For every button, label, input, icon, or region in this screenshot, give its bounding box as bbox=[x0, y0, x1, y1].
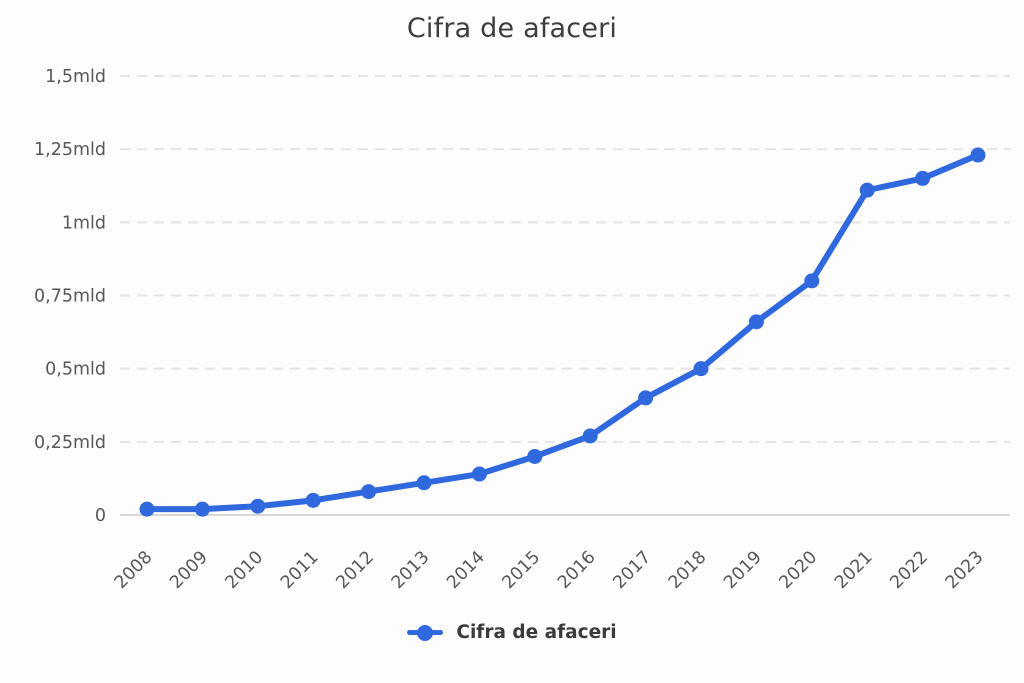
y-tick-label: 1mld bbox=[62, 213, 106, 233]
x-tick-label: 2013 bbox=[388, 547, 434, 593]
data-point[interactable] bbox=[471, 466, 487, 482]
y-tick-label: 0 bbox=[95, 506, 106, 526]
x-tick-label: 2018 bbox=[665, 547, 711, 593]
legend-label: Cifra de afaceri bbox=[456, 622, 617, 643]
x-tick-label: 2008 bbox=[111, 547, 157, 593]
y-tick-label: 1,5mld bbox=[45, 67, 106, 87]
x-tick-label: 2017 bbox=[609, 547, 655, 593]
x-tick-label: 2023 bbox=[942, 547, 988, 593]
x-tick-label: 2012 bbox=[332, 547, 378, 593]
data-point[interactable] bbox=[361, 484, 377, 500]
y-tick-label: 0,25mld bbox=[34, 433, 106, 453]
data-point[interactable] bbox=[250, 498, 266, 514]
data-point[interactable] bbox=[139, 501, 155, 517]
data-point[interactable] bbox=[859, 182, 875, 198]
y-tick-label: 0,75mld bbox=[34, 287, 106, 307]
data-point[interactable] bbox=[748, 314, 764, 330]
data-point[interactable] bbox=[416, 475, 432, 491]
x-tick-label: 2014 bbox=[443, 547, 489, 593]
data-point[interactable] bbox=[970, 147, 986, 163]
chart-legend[interactable]: Cifra de afaceri bbox=[0, 622, 1024, 643]
series-line bbox=[144, 152, 981, 513]
x-tick-label: 2019 bbox=[720, 547, 766, 593]
x-tick-label: 2011 bbox=[277, 547, 323, 593]
data-point[interactable] bbox=[527, 448, 543, 464]
x-tick-label: 2020 bbox=[776, 547, 822, 593]
data-point[interactable] bbox=[194, 501, 210, 517]
data-point[interactable] bbox=[305, 492, 321, 508]
legend-line-marker-icon bbox=[407, 624, 444, 641]
y-tick-label: 1,25mld bbox=[34, 140, 106, 160]
data-point[interactable] bbox=[804, 273, 820, 289]
y-tick-label: 0,5mld bbox=[45, 360, 106, 380]
x-tick-label: 2010 bbox=[222, 547, 268, 593]
x-tick-label: 2015 bbox=[499, 547, 545, 593]
data-point[interactable] bbox=[582, 428, 598, 444]
x-tick-label: 2022 bbox=[886, 547, 932, 593]
data-point[interactable] bbox=[915, 170, 931, 186]
chart-plot-area: 0 0,25mld 0,5mld 0,75mld 1mld 1,25mld 1,5mld 20… bbox=[34, 67, 1010, 593]
x-tick-label: 2009 bbox=[166, 547, 212, 593]
x-tick-label: 2016 bbox=[554, 547, 600, 593]
data-point[interactable] bbox=[638, 390, 654, 406]
chart-title: Cifra de afaceri bbox=[406, 13, 618, 44]
x-tick-label: 2021 bbox=[831, 547, 877, 593]
data-point[interactable] bbox=[693, 361, 709, 377]
legend-dot-icon bbox=[417, 624, 434, 641]
